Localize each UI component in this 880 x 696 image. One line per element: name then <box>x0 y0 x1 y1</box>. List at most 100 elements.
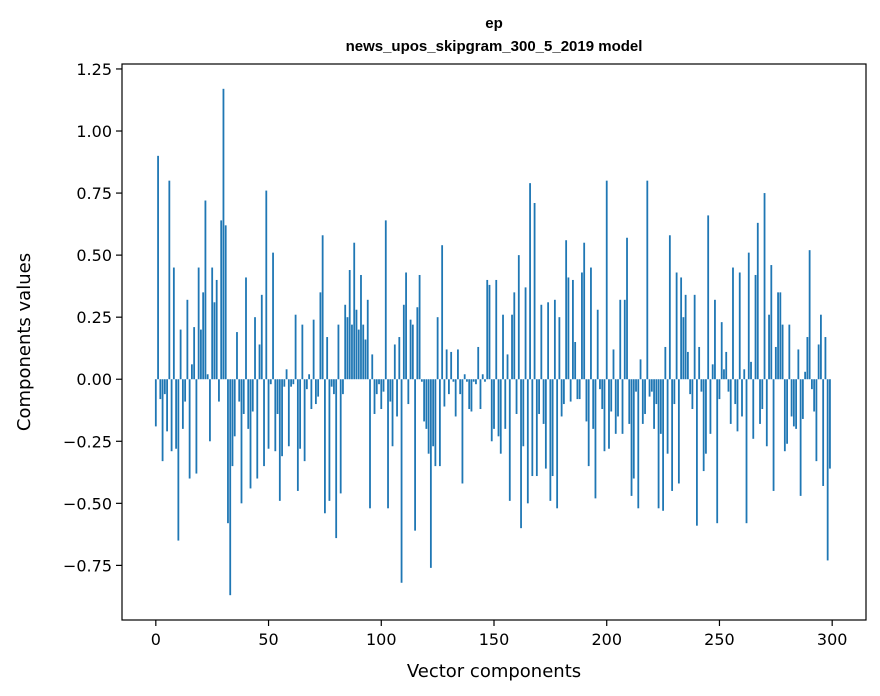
bar-288 <box>804 371 807 380</box>
bar-213 <box>635 379 637 392</box>
bar-68 <box>308 374 311 380</box>
bar-121 <box>427 379 430 454</box>
bar-152 <box>497 379 500 437</box>
bar-109 <box>400 379 403 583</box>
bar-50 <box>267 379 270 449</box>
bar-237 <box>689 379 692 395</box>
bar-27 <box>215 279 218 380</box>
bar-159 <box>513 292 516 380</box>
bar-241 <box>698 346 701 380</box>
bar-246 <box>709 379 712 434</box>
bar-66 <box>303 379 306 462</box>
bar-165 <box>526 379 529 504</box>
bar-247 <box>711 364 714 380</box>
bar-7 <box>170 379 173 452</box>
x-tick-label: 100 <box>366 630 397 649</box>
bar-61 <box>292 379 295 385</box>
bar-201 <box>608 379 610 449</box>
bar-193 <box>590 267 592 380</box>
bar-285 <box>797 349 800 380</box>
bar-163 <box>522 379 525 447</box>
bar-293 <box>815 379 818 462</box>
bar-254 <box>727 379 730 392</box>
x-axis-label: Vector components <box>407 661 581 682</box>
bar-81 <box>337 324 340 380</box>
bar-244 <box>705 379 707 454</box>
bar-139 <box>468 379 471 410</box>
bar-126 <box>438 379 441 467</box>
bar-118 <box>420 379 423 382</box>
bar-235 <box>684 294 687 380</box>
bar-272 <box>768 314 770 380</box>
bar-239 <box>693 294 696 380</box>
bar-171 <box>540 304 543 380</box>
bar-55 <box>278 379 281 501</box>
bar-209 <box>626 237 628 380</box>
bar-236 <box>686 351 689 380</box>
bar-148 <box>488 284 491 380</box>
bar-57 <box>283 379 286 387</box>
bar-136 <box>461 379 464 484</box>
bar-286 <box>799 379 802 496</box>
bar-110 <box>402 304 405 380</box>
bar-281 <box>788 324 791 380</box>
bar-228 <box>668 235 671 380</box>
bar-70 <box>312 319 315 380</box>
bar-106 <box>393 344 396 380</box>
bar-31 <box>224 225 227 380</box>
bar-99 <box>378 379 380 385</box>
bar-173 <box>544 379 547 469</box>
bar-291 <box>810 379 813 390</box>
bar-94 <box>366 299 369 380</box>
bar-251 <box>720 322 723 380</box>
bar-187 <box>576 379 579 400</box>
bar-1 <box>157 155 159 380</box>
bar-17 <box>193 327 196 380</box>
bar-23 <box>206 374 209 380</box>
bar-208 <box>623 299 626 380</box>
bar-100 <box>380 379 383 410</box>
bar-262 <box>745 379 748 524</box>
bar-65 <box>301 324 304 380</box>
bar-122 <box>429 379 432 568</box>
bar-249 <box>716 379 719 524</box>
y-tick-label: −0.50 <box>63 494 112 513</box>
y-tick-label: 0.50 <box>76 246 112 265</box>
bar-129 <box>445 349 448 380</box>
bar-95 <box>369 379 371 509</box>
bar-69 <box>310 379 313 410</box>
bar-294 <box>817 344 820 380</box>
bar-194 <box>592 379 595 429</box>
bar-127 <box>441 245 444 380</box>
bar-3 <box>161 379 164 462</box>
bar-144 <box>479 379 482 410</box>
bar-175 <box>549 379 552 501</box>
bar-39 <box>242 379 245 414</box>
bar-158 <box>511 314 513 380</box>
y-axis-label: Components values <box>14 253 35 431</box>
bar-83 <box>342 379 344 395</box>
bar-265 <box>752 379 755 439</box>
bar-78 <box>330 379 333 387</box>
bar-111 <box>405 272 407 380</box>
bar-41 <box>247 379 250 429</box>
bar-284 <box>795 379 798 429</box>
bar-6 <box>168 180 171 380</box>
x-tick-label: 150 <box>479 630 510 649</box>
bar-60 <box>290 379 292 387</box>
bar-204 <box>614 379 617 434</box>
bar-77 <box>328 379 331 501</box>
x-axis-ticks: 0 50 100 150 200 250 300 <box>151 620 847 649</box>
bar-192 <box>587 379 590 467</box>
bar-162 <box>520 379 522 529</box>
bar-199 <box>603 379 606 452</box>
bar-267 <box>756 222 759 380</box>
bar-195 <box>594 379 597 499</box>
bar-223 <box>657 379 660 509</box>
bar-145 <box>481 374 484 380</box>
chart-title: ep <box>485 15 503 32</box>
bar-207 <box>621 379 624 434</box>
bar-215 <box>639 359 642 380</box>
bar-26 <box>213 302 216 380</box>
